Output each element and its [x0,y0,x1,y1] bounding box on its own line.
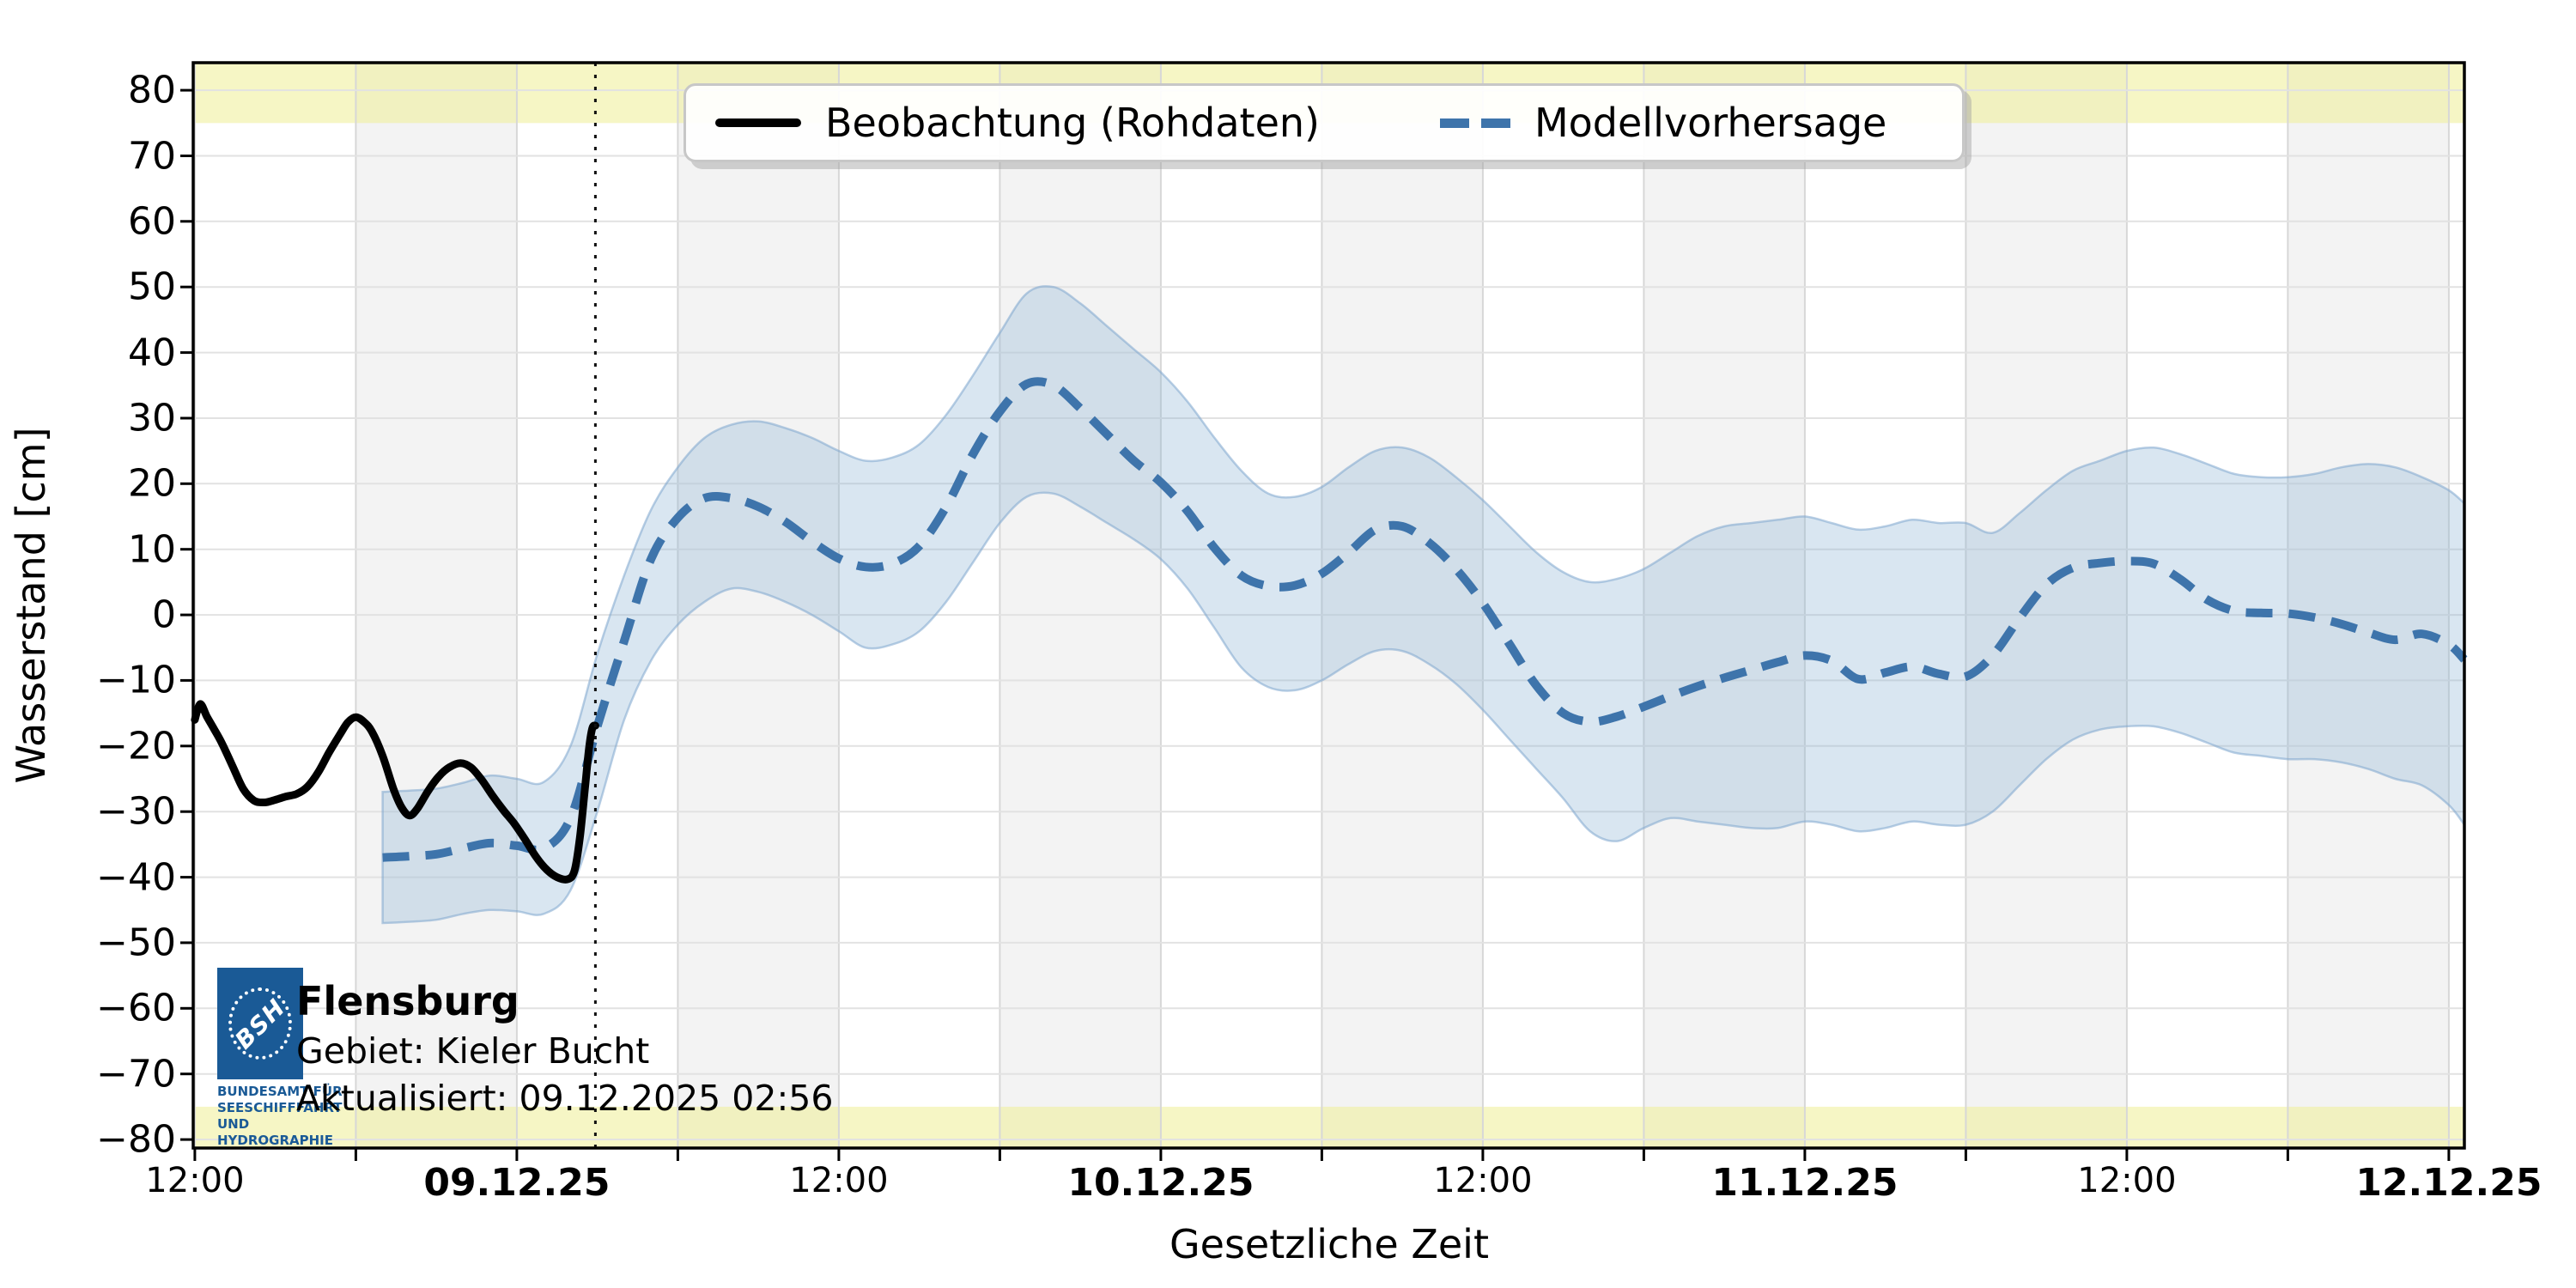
y-tick-label: 10 [128,527,176,572]
x-tick-label: 12.12.25 [2355,1161,2543,1205]
x-tick-label: 10.12.25 [1067,1161,1255,1205]
x-tick-label: 09.12.25 [423,1161,611,1205]
y-tick-label: −70 [96,1052,176,1097]
x-axis-title: Gesetzliche Zeit [1170,1221,1489,1267]
x-tick-label: 12:00 [1433,1161,1533,1200]
observation-line-swatch [715,118,801,127]
station-area: Gebiet: Kieler Bucht [296,1030,650,1072]
y-tick-label: 30 [128,396,176,440]
y-tick-label: −50 [96,920,176,965]
y-tick-label: −80 [96,1117,176,1162]
bsh-logo-ellipse: BSH [228,987,292,1060]
y-tick-label: 70 [128,134,176,178]
bsh-logo: BSH BUNDESAMT FÜR SEESCHIFFFAHRT UND HYD… [217,968,363,1149]
forecast-line-swatch [1439,118,1510,128]
y-tick-label: −40 [96,855,176,900]
y-tick-label: 50 [128,264,176,309]
y-tick-label: −10 [96,658,176,702]
station-info: Flensburg Gebiet: Kieler Bucht Aktualisi… [296,975,833,1121]
legend-label-forecast: Modellvorhersage [1534,100,1887,146]
y-tick-label: 0 [152,592,176,637]
x-tick-label: 11.12.25 [1711,1161,1899,1205]
y-tick-label: 20 [128,461,176,506]
y-tick-label: −30 [96,789,176,834]
y-tick-label: −60 [96,986,176,1030]
bsh-org-name: BUNDESAMT FÜR SEESCHIFFFAHRT UND HYDROGR… [217,1084,343,1148]
legend-item-observation: Beobachtung (Rohdaten) [715,100,1320,146]
updated-timestamp: Aktualisiert: 09.12.2025 02:56 [296,1078,834,1119]
x-tick-label: 12:00 [2077,1161,2177,1200]
y-tick-label: 60 [128,199,176,244]
bsh-logo-text: BSH [229,993,291,1054]
y-axis-title: Wasserstand [cm] [8,427,54,784]
y-tick-label: 80 [128,68,176,112]
bsh-logo-emblem: BSH [217,968,303,1079]
y-tick-label: −20 [96,724,176,769]
legend-label-observation: Beobachtung (Rohdaten) [825,100,1320,146]
y-tick-label: 40 [128,331,176,375]
x-tick-label: 12:00 [789,1161,889,1200]
legend: Beobachtung (Rohdaten) Modellvorhersage [683,83,1965,162]
x-tick-label: 12:00 [145,1161,245,1200]
station-name: Flensburg [296,978,519,1024]
legend-item-forecast: Modellvorhersage [1439,100,1887,146]
